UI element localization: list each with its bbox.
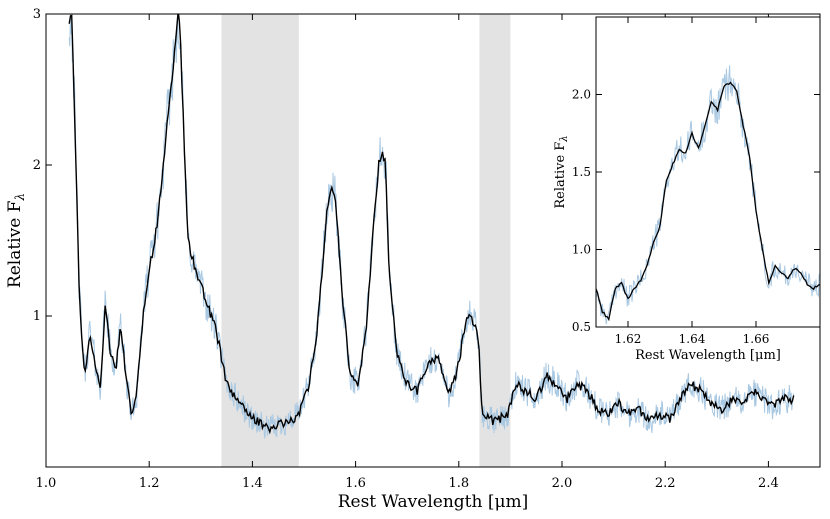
x-tick-label: 1.8 xyxy=(448,476,469,491)
x-axis-title: Rest Wavelength [μm] xyxy=(338,492,529,512)
y-axis-title: Relative Fλ xyxy=(5,193,27,288)
inset-y-axis-title: Relative Fλ xyxy=(553,135,570,208)
inset-background xyxy=(596,17,820,327)
inset-smoothed-spectrum-line xyxy=(596,81,820,322)
x-tick-label: 1.62 xyxy=(615,332,642,346)
y-tick-label: 2 xyxy=(33,158,41,173)
y-tick-label: 0.5 xyxy=(572,320,591,334)
x-tick-label: 1.2 xyxy=(139,476,160,491)
inset-x-axis-title: Rest Wavelength [μm] xyxy=(635,348,781,363)
inset-x-ticks: 1.62 1.64 1.66 xyxy=(615,17,770,346)
y-axis-title-text: Relative F xyxy=(5,200,25,288)
x-tick-label: 2.2 xyxy=(655,476,676,491)
x-tick-label: 1.4 xyxy=(242,476,263,491)
inset-y-axis-title-text: Relative F xyxy=(553,142,568,209)
y-tick-label: 3 xyxy=(33,7,41,22)
main-x-ticks: 1.0 1.2 1.4 1.6 1.8 2.0 2.2 2.4 xyxy=(36,14,779,491)
y-tick-label: 1 xyxy=(33,309,41,324)
y-tick-label: 1.0 xyxy=(572,243,591,257)
main-plot-panel: 1.0 1.2 1.4 1.6 1.8 2.0 2.2 2.4 1 2 3 Rest Wavele… xyxy=(5,7,821,512)
inset-y-axis-title-subscript: λ xyxy=(559,135,570,142)
x-tick-label: 1.0 xyxy=(36,476,57,491)
smoothed-spectrum-line xyxy=(68,14,795,435)
y-tick-label: 2.0 xyxy=(572,88,591,102)
y-tick-label: 1.5 xyxy=(572,165,591,179)
inset-y-ticks: 0.5 1.0 1.5 2.0 xyxy=(572,88,820,334)
x-tick-label: 1.6 xyxy=(345,476,366,491)
inset-plot-panel: 1.62 1.64 1.66 0.5 1.0 1.5 2.0 Rest Wavelengt… xyxy=(553,16,821,363)
x-tick-label: 2.0 xyxy=(552,476,573,491)
x-tick-label: 2.4 xyxy=(758,476,779,491)
x-tick-label: 1.64 xyxy=(679,332,706,346)
masked-region-2 xyxy=(479,14,511,467)
y-axis-title-subscript: λ xyxy=(13,193,27,202)
x-tick-label: 1.66 xyxy=(743,332,770,346)
